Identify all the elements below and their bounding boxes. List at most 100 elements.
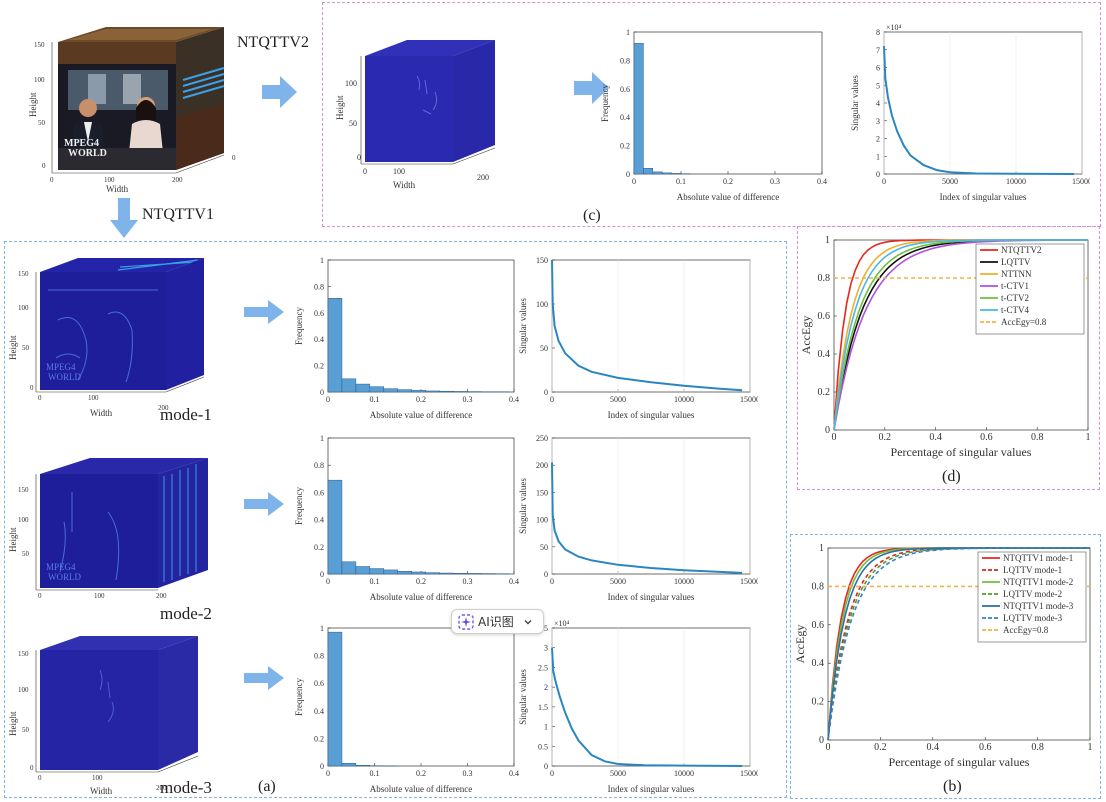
x-tick-label: 10000 <box>674 395 694 404</box>
y-tick-label: 0.8 <box>314 282 324 291</box>
singular-value-curve <box>551 462 743 574</box>
x-tick-label: 0.1 <box>676 177 686 186</box>
y-tick-label: 150 <box>536 256 548 265</box>
histogram-bar <box>341 561 357 575</box>
svg-text:100: 100 <box>345 79 357 88</box>
histogram-bar <box>369 568 385 575</box>
legend-entry: NTQTTV1 mode-1 <box>1003 553 1073 563</box>
histogram-bar <box>411 571 426 575</box>
y-axis-label: Singular values <box>518 298 528 354</box>
x-tick-label: 0.2 <box>874 742 887 753</box>
svg-text:50: 50 <box>38 119 46 127</box>
svg-text:100: 100 <box>18 304 29 312</box>
x-axis-label: Percentage of singular values <box>889 755 1030 769</box>
histogram-chart-mode-2: 0 0.1 0.2 0.3 0.4 0 0.2 0.4 0.6 0.8 1 Absolute valu… <box>294 434 519 602</box>
y-tick-label: 100 <box>536 300 548 309</box>
svg-text:100: 100 <box>34 76 45 84</box>
y-tick-label: 200 <box>536 461 548 470</box>
svg-text:0: 0 <box>30 384 34 392</box>
original-video-cube: MPEG4 WORLD 150 100 50 0 0 100 200 0 Height W… <box>28 27 236 194</box>
x-tick-label: 0 <box>326 395 330 404</box>
svg-text:200: 200 <box>156 592 167 600</box>
mode3-height-label: Height <box>8 711 18 736</box>
histogram-bar <box>355 566 371 575</box>
singular-values-chart-mode-2: 0 5000 10000 15000 0 50 100 150 200 250 Index of s… <box>518 434 758 602</box>
x-tick-label: 0 <box>832 432 837 443</box>
ai-recognize-label: AI识图 <box>478 615 514 629</box>
histogram-bar <box>411 390 426 393</box>
plot-frame <box>327 437 515 575</box>
x-tick-label: 15000 <box>740 769 758 778</box>
legend-entry: LQTTV mode-1 <box>1003 565 1062 575</box>
histogram-bar <box>453 391 468 393</box>
svg-text:150: 150 <box>34 41 45 49</box>
panel-c-frame <box>322 2 1101 227</box>
x-tick-label: 0.3 <box>463 395 473 404</box>
plot-frame <box>327 627 515 767</box>
svg-text:100: 100 <box>18 516 29 524</box>
y-tick-label: 3 <box>876 117 880 126</box>
mode-2-cube: MPEG4 WORLD 150 100 50 0 100 200 Height <box>8 458 208 600</box>
y-tick-label: 0.6 <box>314 488 324 497</box>
y-tick-label: 50 <box>540 543 548 552</box>
svg-text:200: 200 <box>156 784 167 792</box>
accegy-curve <box>833 239 1088 431</box>
y-tick-label: 0 <box>544 388 548 397</box>
y-tick-label: 0 <box>544 570 548 579</box>
svg-text:50: 50 <box>349 119 357 128</box>
histogram-bar <box>383 388 399 393</box>
y-tick-label: 0.6 <box>812 620 825 631</box>
histogram-bar <box>467 573 482 575</box>
x-tick-label: 0.2 <box>723 177 733 186</box>
arrow-down-icon <box>110 198 138 238</box>
x-tick-label: 0.2 <box>879 432 892 443</box>
y-tick-label: 3 <box>544 644 548 653</box>
ntqttv2-label: NTQTTV2 <box>237 34 309 51</box>
arrow-right-icon <box>574 72 609 104</box>
x-axis-label: Index of singular values <box>608 410 695 420</box>
x-tick-label: 0 <box>326 577 330 586</box>
x-tick-label: 0 <box>550 395 554 404</box>
y-tick-label: 250 <box>536 434 548 443</box>
y-tick-label: 1 <box>819 543 824 554</box>
x-tick-label: 15000 <box>740 395 758 404</box>
y-axis-label: AccEgy <box>800 316 813 355</box>
histogram-bar <box>369 386 385 393</box>
svg-text:50: 50 <box>22 550 30 558</box>
legend-entry: LQTTV mode-3 <box>1003 613 1063 623</box>
singular-value-curve <box>551 259 743 392</box>
x-axis-label: Absolute value of difference <box>370 784 473 794</box>
y-tick-label: 1 <box>876 152 880 161</box>
legend-box <box>977 551 1087 643</box>
svg-text:100: 100 <box>104 176 115 184</box>
arrow-right-icon <box>244 300 284 324</box>
svg-text:0: 0 <box>42 162 46 170</box>
y-tick-label: 0.6 <box>314 309 324 318</box>
svg-text:100: 100 <box>94 592 105 600</box>
x-tick-label: 0 <box>826 742 831 753</box>
mode3-width-label: Width <box>90 786 113 796</box>
svg-text:0: 0 <box>38 394 42 402</box>
histogram-bar <box>341 762 357 767</box>
arrow-right-icon <box>244 666 284 690</box>
svg-text:0: 0 <box>357 153 361 162</box>
svg-text:50: 50 <box>22 726 30 734</box>
x-tick-label: 0 <box>632 177 636 186</box>
x-tick-label: 0.2 <box>416 769 426 778</box>
histogram-chart-c: 0 0.1 0.2 0.3 0.4 0 0.2 0.4 0.6 0.8 1 Absolute valu… <box>600 28 827 202</box>
panel-b-label: (b) <box>943 778 962 795</box>
histogram-bar <box>652 171 663 175</box>
y-tick-label: 0.2 <box>314 362 324 371</box>
y-tick-label: 0.8 <box>314 652 324 661</box>
y-tick-label: 4 <box>876 99 880 108</box>
x-tick-label: 10000 <box>674 577 694 586</box>
y-axis-label: Singular values <box>518 478 528 534</box>
y-axis-label: AccEgy <box>794 625 807 664</box>
plot-frame <box>551 437 751 575</box>
histogram-bar <box>327 479 343 575</box>
y-axis-label: Singular values <box>518 669 528 725</box>
y-tick-label: 0 <box>320 570 324 579</box>
ai-recognize-button[interactable]: AI识图 <box>451 609 544 634</box>
chevron-down-icon[interactable] <box>522 616 534 628</box>
svg-text:150: 150 <box>18 650 29 658</box>
